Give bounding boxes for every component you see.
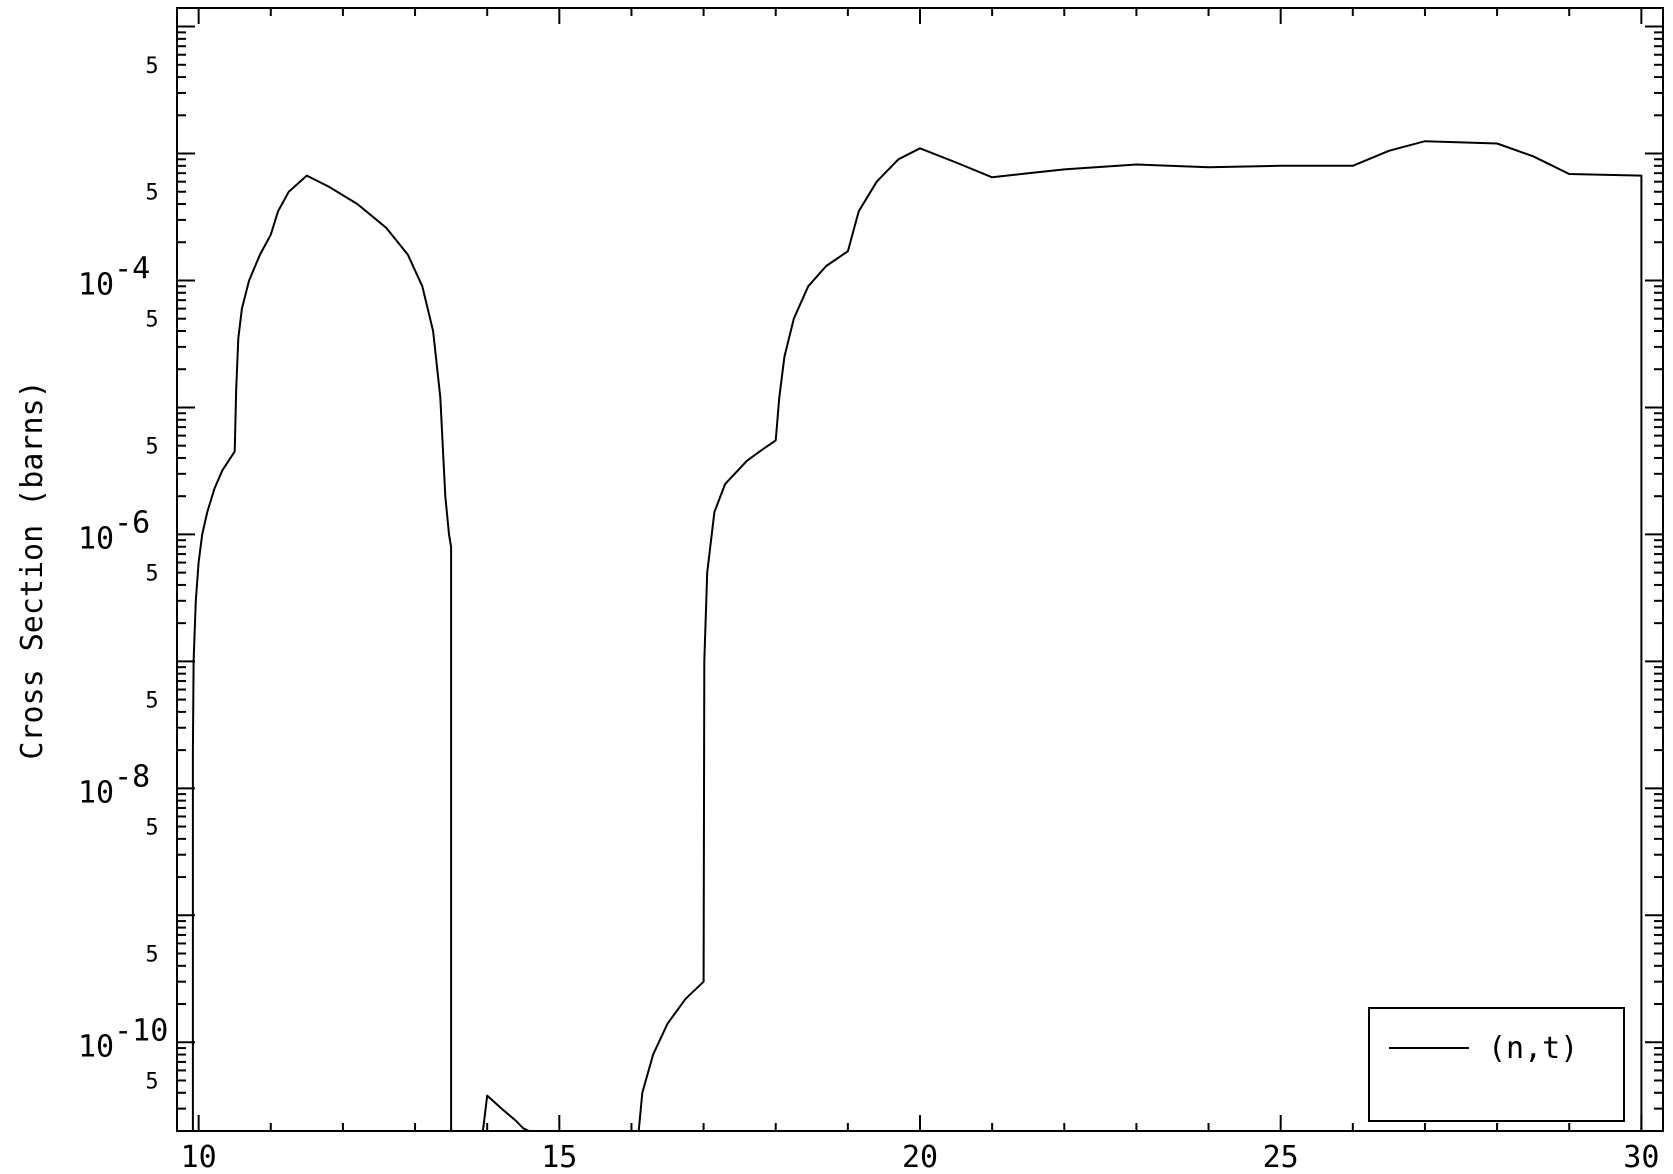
series-line-segment [481, 1094, 530, 1132]
series-nt [191, 140, 1643, 1132]
series-line-segment [191, 174, 453, 1131]
y-minor-tick-label: 5 [145, 1069, 158, 1094]
x-tick-labels: 10 15 20 25 30 [181, 1140, 1660, 1174]
y-tick-labels: 10-4 10-6 10-8 10-10 5 5 5 5 5 5 5 5 5 [78, 54, 168, 1095]
y-minor-tick-label: 5 [145, 816, 158, 841]
x-tick-label: 30 [1623, 1140, 1659, 1174]
y-major-tick-label: 10-4 [78, 251, 150, 302]
y-axis-label: Cross Section (barns) [15, 380, 50, 759]
y-minor-tick-label: 5 [145, 308, 158, 333]
series-line-segment [637, 140, 1643, 1132]
plot-frame [176, 7, 1664, 1132]
y-major-tick-label: 10-10 [78, 1013, 168, 1064]
axis-ticks [177, 8, 1663, 1132]
x-tick-label: 20 [902, 1140, 938, 1174]
y-minor-tick-label: 5 [145, 435, 158, 460]
y-minor-tick-label: 5 [145, 562, 158, 587]
x-tick-label: 10 [181, 1140, 217, 1174]
legend: (n,t) [1368, 1007, 1625, 1122]
y-minor-tick-label: 5 [145, 181, 158, 206]
legend-box [1368, 1007, 1625, 1122]
y-major-tick-label: 10-8 [78, 759, 150, 810]
y-minor-tick-label: 5 [145, 689, 158, 714]
y-major-tick-label: 10-6 [78, 505, 150, 556]
x-tick-label: 25 [1263, 1140, 1299, 1174]
y-minor-tick-label: 5 [145, 943, 158, 968]
legend-label-nt: (n,t) [1488, 1031, 1578, 1066]
x-tick-label: 15 [541, 1140, 577, 1174]
y-minor-tick-label: 5 [145, 54, 158, 79]
